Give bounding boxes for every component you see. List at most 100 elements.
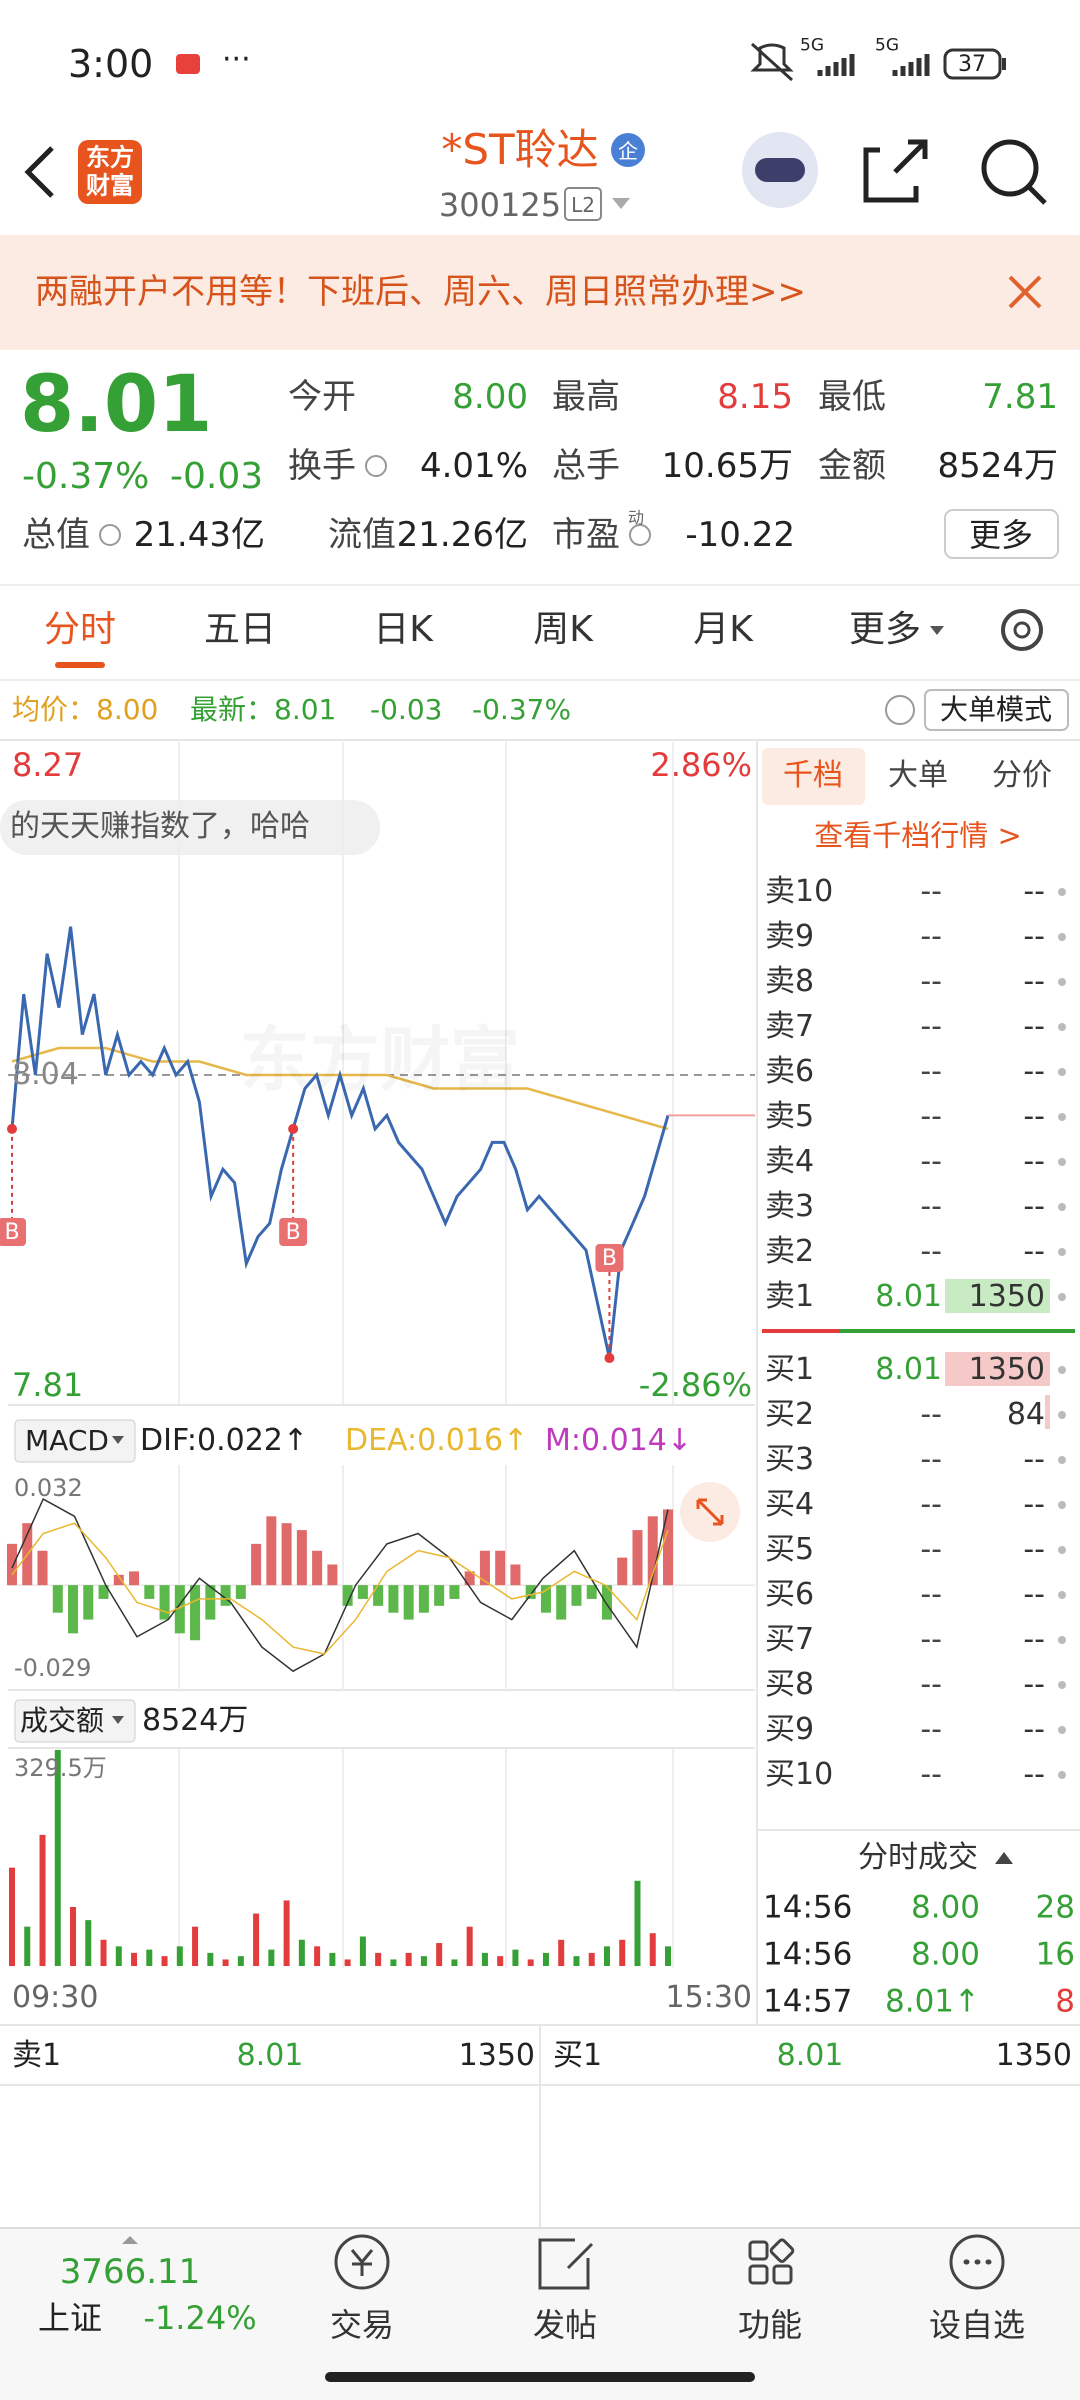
banner-text[interactable]: 两融开户不用等！下班后、周六、周日照常办理>> [35,272,806,312]
trade-price: 8.00 [910,1936,980,1973]
battery-icon [943,48,1002,80]
book-level: 买8 [765,1667,815,1702]
tab[interactable]: 日K [373,609,433,650]
marker-box [595,1244,624,1272]
volume-bar [283,1900,290,1966]
book-dot [1058,1158,1066,1166]
book-level: 卖4 [765,1144,815,1179]
tab[interactable]: 月K [693,609,753,650]
function-icon [748,2264,769,2285]
change-percent: -0.37% [22,456,150,497]
macd-box[interactable] [14,1419,136,1463]
book-level: 卖5 [765,1099,815,1134]
search-icon[interactable] [981,139,1039,197]
sort-icon[interactable] [995,1852,1013,1864]
book-level: 卖6 [765,1054,815,1089]
home-indicator[interactable] [325,2372,755,2382]
volume-label[interactable]: 成交额 [20,1704,105,1737]
book-link[interactable]: 查看千档行情 > [814,818,1022,853]
volume-bar [329,1952,336,1966]
book-dot [1058,1113,1066,1121]
macd-bar [373,1585,384,1606]
trade-icon[interactable] [334,2234,390,2290]
nav-item[interactable]: 设自选 [928,2306,1026,2344]
avatar-face [755,158,805,182]
book-level: 买10 [765,1757,834,1792]
macd-bar [647,1516,658,1586]
banner-bg [0,235,1080,350]
book-dot [1058,978,1066,986]
book-level: 买2 [765,1397,815,1432]
macd-bar [220,1585,231,1606]
info-icon [99,524,121,546]
field-value: 7.81 [982,377,1058,417]
volume-bar [253,1913,260,1966]
tab[interactable]: 更多 [848,609,922,650]
function-icon[interactable] [748,2240,769,2261]
nav-item[interactable]: 功能 [737,2306,803,2344]
settings-icon[interactable] [1001,609,1043,651]
book-tab[interactable]: 大单 [888,758,948,793]
tab[interactable]: 周K [533,609,593,650]
trade-volume: 16 [1035,1936,1075,1973]
volume-bar [527,1959,534,1966]
nav-item[interactable]: 发帖 [532,2306,598,2344]
book-price: -- [920,1442,942,1477]
volume-bar [237,1956,244,1966]
book-dot [1058,1501,1066,1509]
index-value[interactable]: 3766.11 [59,2252,201,2292]
book-volume: -- [1023,919,1045,954]
field-label: 最低 [818,377,886,417]
bid-volume-bg [945,1352,1050,1386]
trade-time: 14:56 [763,1936,853,1973]
tab[interactable]: 五日 [203,609,277,650]
book-tab[interactable]: 分价 [992,758,1052,793]
volume-box[interactable] [14,1699,136,1743]
volume-bar [85,1920,92,1966]
bid-volume-bg [1045,1395,1050,1429]
footer-volume: 1350 [995,2038,1072,2073]
dif: DIF:0.022↑ [140,1423,309,1458]
macd-bar [464,1571,475,1586]
watchlist-icon[interactable] [949,2234,1005,2290]
marker-label: B [4,1220,20,1245]
latest-price: 最新：8.01 [190,693,337,726]
dif-line [11,1498,669,1673]
tab[interactable]: 分时 [43,609,117,650]
trade-time: 14:57 [763,1983,853,2020]
index-change[interactable]: -1.24% [143,2299,257,2337]
field-value: 8524万 [937,446,1058,486]
more-button[interactable]: 更多 [968,516,1034,554]
volume-bar [146,1949,153,1966]
book-dot [1058,1203,1066,1211]
field-value: 8.15 [717,377,793,417]
book-volume: 1350 [968,1352,1045,1387]
help-icon[interactable] [885,695,915,725]
macd-bar [129,1571,140,1586]
close-icon[interactable] [1008,275,1042,309]
nav-item[interactable]: 交易 [329,2306,395,2344]
field-value: -10.22 [685,515,795,555]
macd-bar [7,1543,17,1586]
book-level: 卖1 [765,1279,815,1314]
dropdown-icon[interactable] [930,626,944,635]
post-icon[interactable] [538,2238,594,2290]
trade-dot [604,1353,615,1364]
price-max: 8.27 [12,746,84,784]
dropdown-icon[interactable] [612,198,630,209]
back-icon[interactable] [24,146,54,198]
book-tab[interactable]: 千档 [783,758,843,793]
volume-bar [558,1939,565,1966]
macd-bar [632,1530,643,1586]
share-icon[interactable] [863,139,928,203]
mode-box[interactable] [924,689,1069,731]
index-name[interactable]: 上证 [37,2299,103,2337]
mode-button[interactable]: 大单模式 [939,693,1053,726]
macd-label[interactable]: MACD [25,1424,109,1457]
macd-bar [52,1585,63,1613]
volume-bar [70,1907,77,1966]
more-button-box[interactable] [944,509,1059,559]
volume-bar [512,1949,519,1966]
book-volume: -- [1023,1189,1045,1224]
